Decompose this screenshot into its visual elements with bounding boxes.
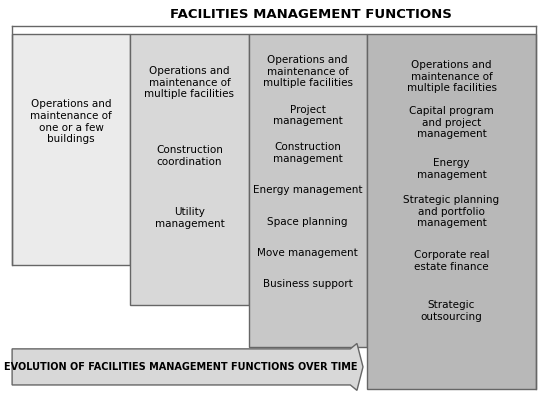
Text: Move management: Move management	[257, 248, 358, 258]
Text: Operations and
maintenance of
multiple facilities: Operations and maintenance of multiple f…	[145, 66, 234, 99]
Text: EVOLUTION OF FACILITIES MANAGEMENT FUNCTIONS OVER TIME: EVOLUTION OF FACILITIES MANAGEMENT FUNCT…	[4, 362, 358, 372]
Text: Business support: Business support	[263, 279, 353, 289]
Text: Construction
management: Construction management	[273, 142, 343, 164]
Text: Utility
management: Utility management	[155, 207, 224, 229]
Bar	[367, 34, 536, 389]
Text: Energy management: Energy management	[253, 186, 362, 195]
Bar	[12, 34, 130, 265]
Text: Construction
coordination: Construction coordination	[156, 145, 223, 167]
Text: FACILITIES MANAGEMENT FUNCTIONS: FACILITIES MANAGEMENT FUNCTIONS	[170, 8, 452, 20]
Text: Space planning: Space planning	[267, 217, 348, 227]
Text: Capital program
and project
management: Capital program and project management	[409, 106, 494, 140]
Text: Operations and
maintenance of
multiple facilities: Operations and maintenance of multiple f…	[263, 55, 353, 88]
Text: Corporate real
estate finance: Corporate real estate finance	[414, 250, 490, 272]
Text: Strategic planning
and portfolio
management: Strategic planning and portfolio managem…	[404, 195, 499, 228]
Text: Operations and
maintenance of
one or a few
buildings: Operations and maintenance of one or a f…	[30, 99, 112, 144]
Text: Energy
management: Energy management	[417, 158, 486, 180]
Text: Project
management: Project management	[273, 105, 343, 126]
Text: Strategic
outsourcing: Strategic outsourcing	[421, 300, 482, 322]
Bar	[249, 34, 367, 347]
Text: Operations and
maintenance of
multiple facilities: Operations and maintenance of multiple f…	[406, 60, 497, 93]
Bar	[130, 34, 249, 305]
Polygon shape	[12, 343, 363, 391]
